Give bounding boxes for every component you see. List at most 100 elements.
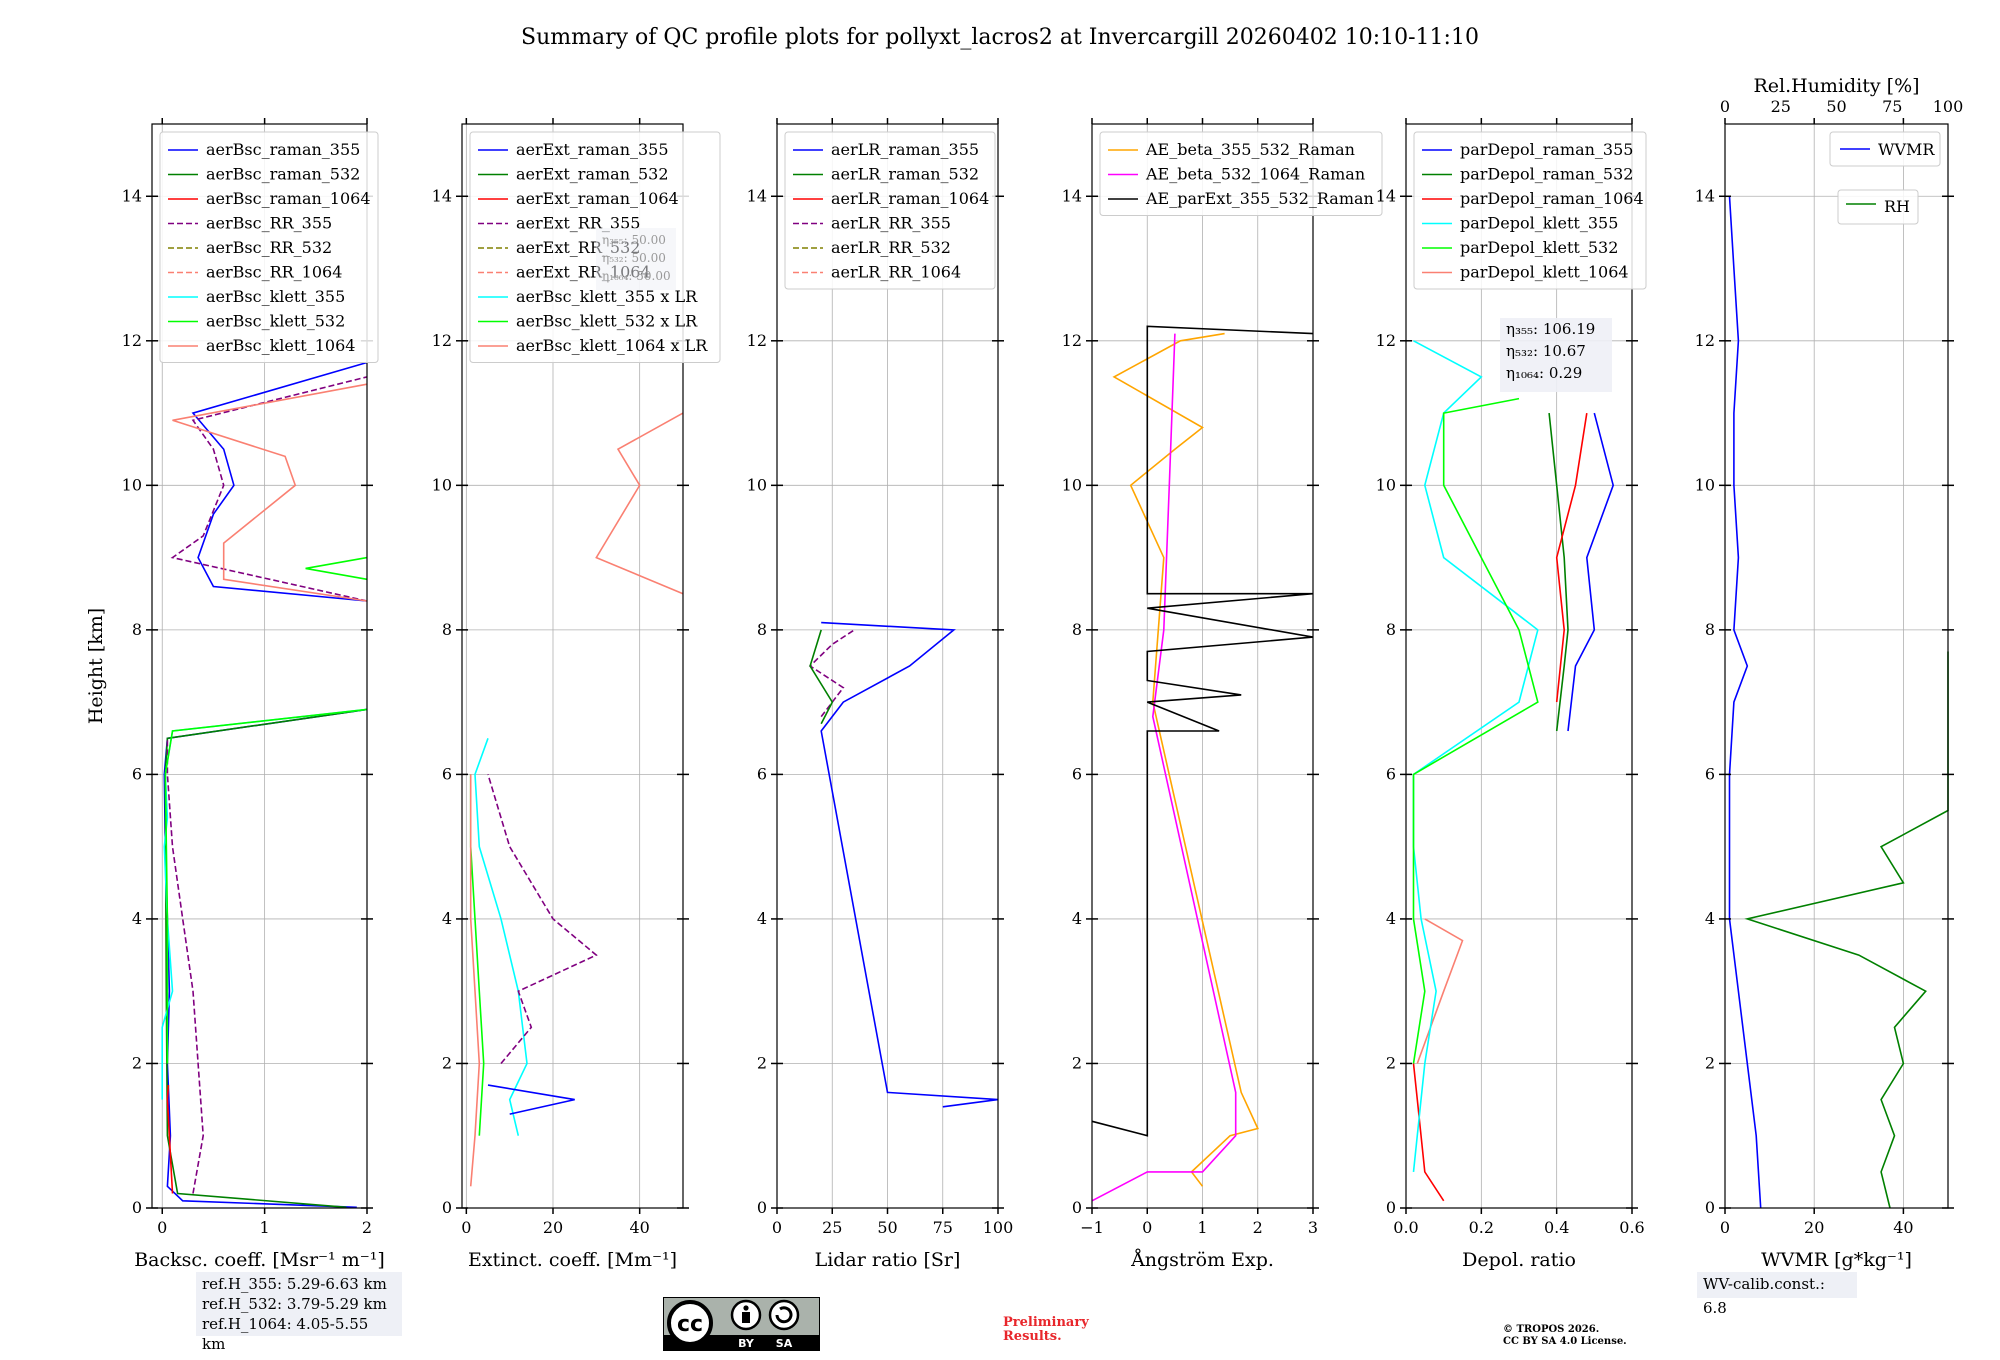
series-line	[487, 774, 598, 1065]
y-tick-label: 6	[1072, 764, 1082, 783]
y-tick-label: 6	[1705, 764, 1715, 783]
x-axis-label: Ångström Exp.	[1130, 1249, 1274, 1271]
preliminary-line-2: Results.	[1003, 1329, 1062, 1344]
panel-3: 0 2 4 6 8 10 12 14 0 25 50 75 100 Lidar ratio [Sr] aer…	[747, 118, 1014, 1271]
series-line	[1412, 340, 1539, 1172]
y-tick-label: 10	[122, 475, 142, 494]
legend-label: AE_beta_355_532_Raman	[1145, 140, 1355, 159]
cc-logo-icon	[667, 1300, 713, 1346]
panel-5: 0 2 4 6 8 10 12 14 0.0 0.2 0.4 0.6 Depol. ratio parDe…	[1376, 118, 1647, 1271]
annotation-label: η₃₅₅: 106.19	[1506, 320, 1595, 338]
y-tick-label: 6	[1386, 764, 1396, 783]
legend-label: aerBsc_klett_355	[206, 287, 345, 306]
y-tick-label: 8	[1072, 620, 1082, 639]
y-tick-label: 8	[1705, 620, 1715, 639]
y-tick-label: 14	[1695, 186, 1715, 205]
cc-by-label: BY	[738, 1337, 755, 1350]
x-tick-label: 0	[772, 1218, 782, 1237]
legend: AE_beta_355_532_Raman AE_beta_532_1064_Ra…	[1099, 131, 1383, 216]
y-tick-label: 12	[122, 331, 142, 350]
legend-label: aerLR_RR_532	[831, 238, 951, 257]
ref-height-532: ref.H_532: 3.79-5.29 km	[202, 1295, 387, 1313]
legend: WVMR	[1829, 131, 1941, 167]
legend: aerExt_raman_355 aerExt_raman_532 aerExt_r…	[469, 131, 721, 363]
series-line	[1555, 412, 1588, 703]
x-tick-label: 3	[1308, 1218, 1318, 1237]
y-tick-label: 4	[132, 909, 142, 928]
x-tick-label: 0	[461, 1218, 471, 1237]
x-tick-label: 20	[1804, 1218, 1824, 1237]
y-tick-label: 14	[1062, 186, 1082, 205]
x-tick-label: 0	[1142, 1218, 1152, 1237]
series-line	[1567, 412, 1615, 732]
x-axis-label: Depol. ratio	[1462, 1249, 1576, 1271]
license-note: © TROPOS 2026. CC BY SA 4.0 License.	[1503, 1324, 1627, 1348]
y-tick-label: 8	[757, 620, 767, 639]
y-tick-label: 14	[747, 186, 767, 205]
y-tick-label: 12	[432, 331, 452, 350]
y-tick-label: 0	[1072, 1198, 1082, 1217]
x-tick-label: −1	[1080, 1218, 1104, 1237]
y-tick-label: 2	[1072, 1053, 1082, 1072]
wv-calibration-box: WV-calib.const.: 6.8	[1697, 1272, 1857, 1317]
y-tick-label: 8	[1386, 620, 1396, 639]
legend-box	[1099, 131, 1383, 216]
y-tick-label: 2	[757, 1053, 767, 1072]
y-tick-label: 0	[132, 1198, 142, 1217]
legend-box	[784, 131, 996, 290]
x2-tick-label: 100	[1933, 97, 1964, 116]
legend-label: aerLR_RR_355	[831, 214, 951, 233]
y-tick-label: 8	[442, 620, 452, 639]
y-tick-label: 2	[442, 1053, 452, 1072]
plot-frame	[1724, 123, 1949, 1209]
x-tick-label: 20	[543, 1218, 563, 1237]
x-tick-label: 40	[1893, 1218, 1913, 1237]
preliminary-line-1: Preliminary	[1003, 1315, 1089, 1330]
y-tick-label: 0	[442, 1198, 452, 1217]
x-tick-label: 75	[933, 1218, 953, 1237]
legend-label: WVMR	[1878, 140, 1935, 159]
legend-label: parDepol_raman_355	[1460, 140, 1633, 159]
x-tick-label: 2	[362, 1218, 372, 1237]
legend-label: AE_beta_532_1064_Raman	[1145, 165, 1365, 184]
x-tick-label: 0.2	[1469, 1218, 1494, 1237]
y-tick-label: 8	[132, 620, 142, 639]
series-line	[1548, 413, 1569, 732]
legend-label: parDepol_klett_1064	[1460, 263, 1629, 282]
legend-label: parDepol_klett_532	[1460, 238, 1618, 257]
legend-label: aerBsc_RR_1064	[206, 263, 342, 282]
legend: parDepol_raman_355 parDepol_raman_532 parD…	[1413, 131, 1647, 290]
y-tick-label: 6	[757, 764, 767, 783]
y-tick-label: 2	[1705, 1053, 1715, 1072]
y-tick-label: 2	[1386, 1053, 1396, 1072]
svg-text:cc: cc	[677, 1312, 703, 1337]
legend-label: aerBsc_klett_532 x LR	[516, 312, 698, 331]
y-tick-label: 12	[1376, 331, 1396, 350]
series-line	[1412, 1063, 1445, 1202]
series-line	[1728, 196, 1762, 1209]
annotation-label: η₅₃₂: 10.67	[1506, 342, 1586, 360]
license-line-2: CC BY SA 4.0 License.	[1503, 1336, 1627, 1347]
series-line	[172, 383, 368, 602]
x-axis-label: WVMR [g*kg⁻¹]	[1761, 1249, 1912, 1271]
y-tick-label: 0	[757, 1198, 767, 1217]
series-line	[305, 556, 368, 581]
legend: aerLR_raman_355 aerLR_raman_532 aerLR_rama…	[784, 131, 996, 290]
legend-label: aerBsc_raman_1064	[206, 189, 371, 208]
y-tick-label: 12	[1062, 331, 1082, 350]
legend-label: aerBsc_klett_1064 x LR	[516, 336, 708, 355]
eta-annotation: η₃₅₅: 50.00 η₅₃₂: 50.00 η₁₀₆₄: 50.00	[596, 228, 676, 290]
annotation-label: η₁₀₆₄: 0.29	[1506, 364, 1582, 382]
y-tick-label: 10	[1062, 475, 1082, 494]
legend-label: parDepol_klett_355	[1460, 214, 1618, 233]
legend-label: aerLR_raman_1064	[831, 189, 989, 208]
annotation-label: η₅₃₂: 50.00	[602, 251, 666, 265]
x-axis-label: Backsc. coeff. [Msr⁻¹ m⁻¹]	[134, 1249, 385, 1271]
y-tick-label: 6	[442, 764, 452, 783]
y-axis-label: Height [km]	[85, 608, 107, 724]
legend-label: aerLR_RR_1064	[831, 263, 961, 282]
x-tick-label: 100	[983, 1218, 1014, 1237]
series-line	[1091, 333, 1237, 1202]
